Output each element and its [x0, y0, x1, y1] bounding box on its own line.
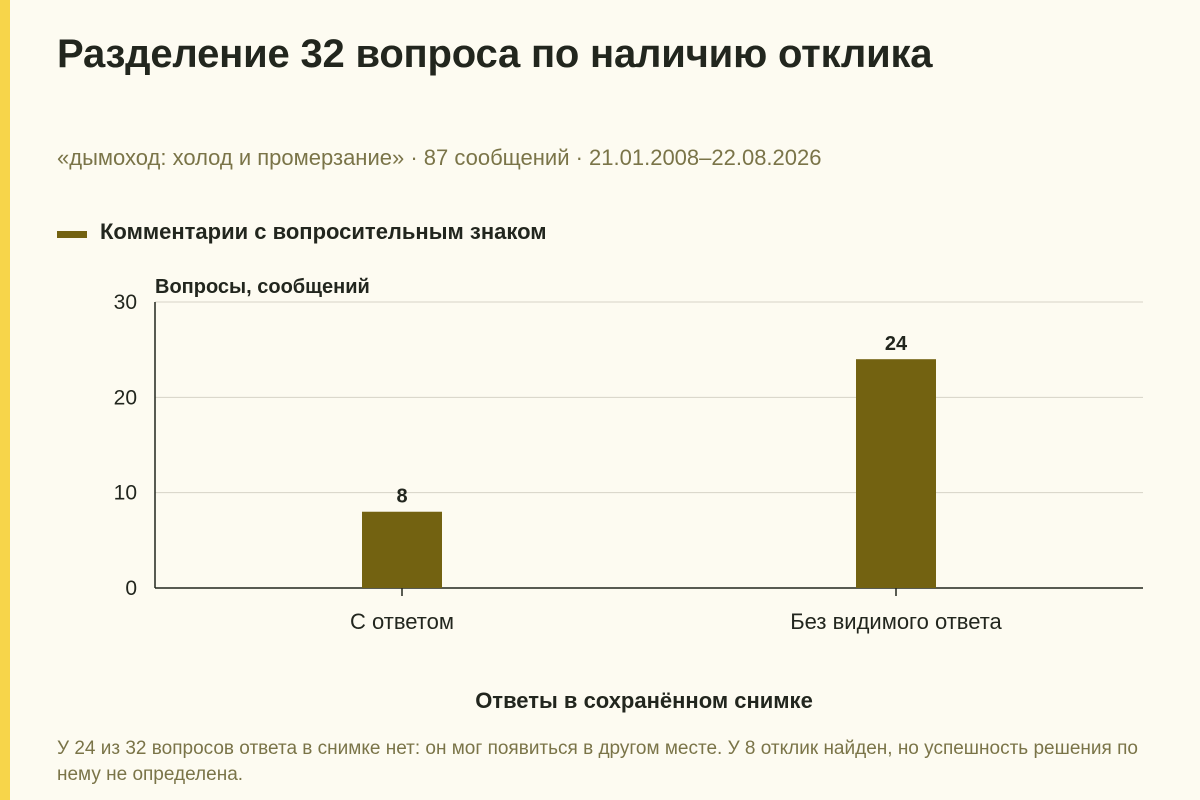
- y-tick-label: 10: [114, 482, 137, 505]
- bar-value-label: 8: [396, 486, 407, 508]
- chart-caption: У 24 из 32 вопросов ответа в снимке нет:…: [57, 738, 1138, 785]
- y-tick-label: 30: [114, 291, 137, 314]
- accent-stripe: [0, 0, 10, 800]
- y-axis-title: Вопросы, сообщений: [155, 276, 370, 298]
- bar: [362, 511, 442, 588]
- chart-title: Разделение 32 вопроса по наличию отклика: [57, 32, 933, 76]
- x-tick-label: Без видимого ответа: [790, 609, 1002, 634]
- chart-subtitle: «дымоход: холод и промерзание» · 87 сооб…: [57, 145, 822, 170]
- x-tick-label: С ответом: [350, 609, 454, 634]
- x-axis-title: Ответы в сохранённом снимке: [475, 688, 813, 713]
- bar-value-label: 24: [885, 333, 908, 355]
- legend: Комментарии с вопросительным знаком: [57, 219, 547, 245]
- y-tick-label: 20: [114, 386, 137, 409]
- legend-label: Комментарии с вопросительным знаком: [100, 219, 547, 244]
- y-tick-label: 0: [125, 577, 137, 600]
- bar: [856, 359, 936, 588]
- legend-swatch: [57, 230, 87, 238]
